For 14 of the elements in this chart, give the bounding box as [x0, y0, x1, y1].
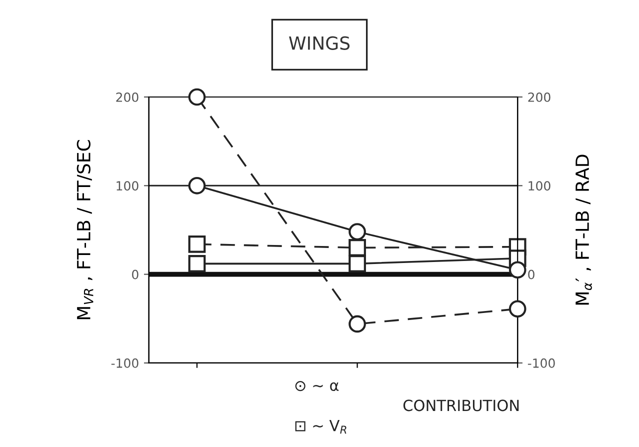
- y2-axis-title: M$_{α}$′ , FT-LB / RAD: [576, 154, 592, 305]
- text: CONTRIBUTION: [403, 400, 519, 412]
- text: ⊡ ~ V$_{R}$: [295, 420, 346, 434]
- y-tick-label: 0: [132, 270, 138, 280]
- text: ⊙ ~ α: [295, 381, 339, 392]
- y-tick-label: 200: [116, 92, 138, 102]
- y-axis-title: M$_{VR}$ , FT-LB / FT/SEC: [76, 140, 94, 320]
- y-tick-label: 100: [116, 181, 138, 191]
- y2-tick-label: 0: [528, 270, 534, 280]
- chart-title: WINGS: [289, 36, 350, 50]
- y2-tick-label: 200: [528, 92, 550, 102]
- y-tick-label: -100: [111, 358, 138, 368]
- y2-tick-label: -100: [528, 358, 555, 368]
- y2-tick-label: 100: [528, 181, 550, 191]
